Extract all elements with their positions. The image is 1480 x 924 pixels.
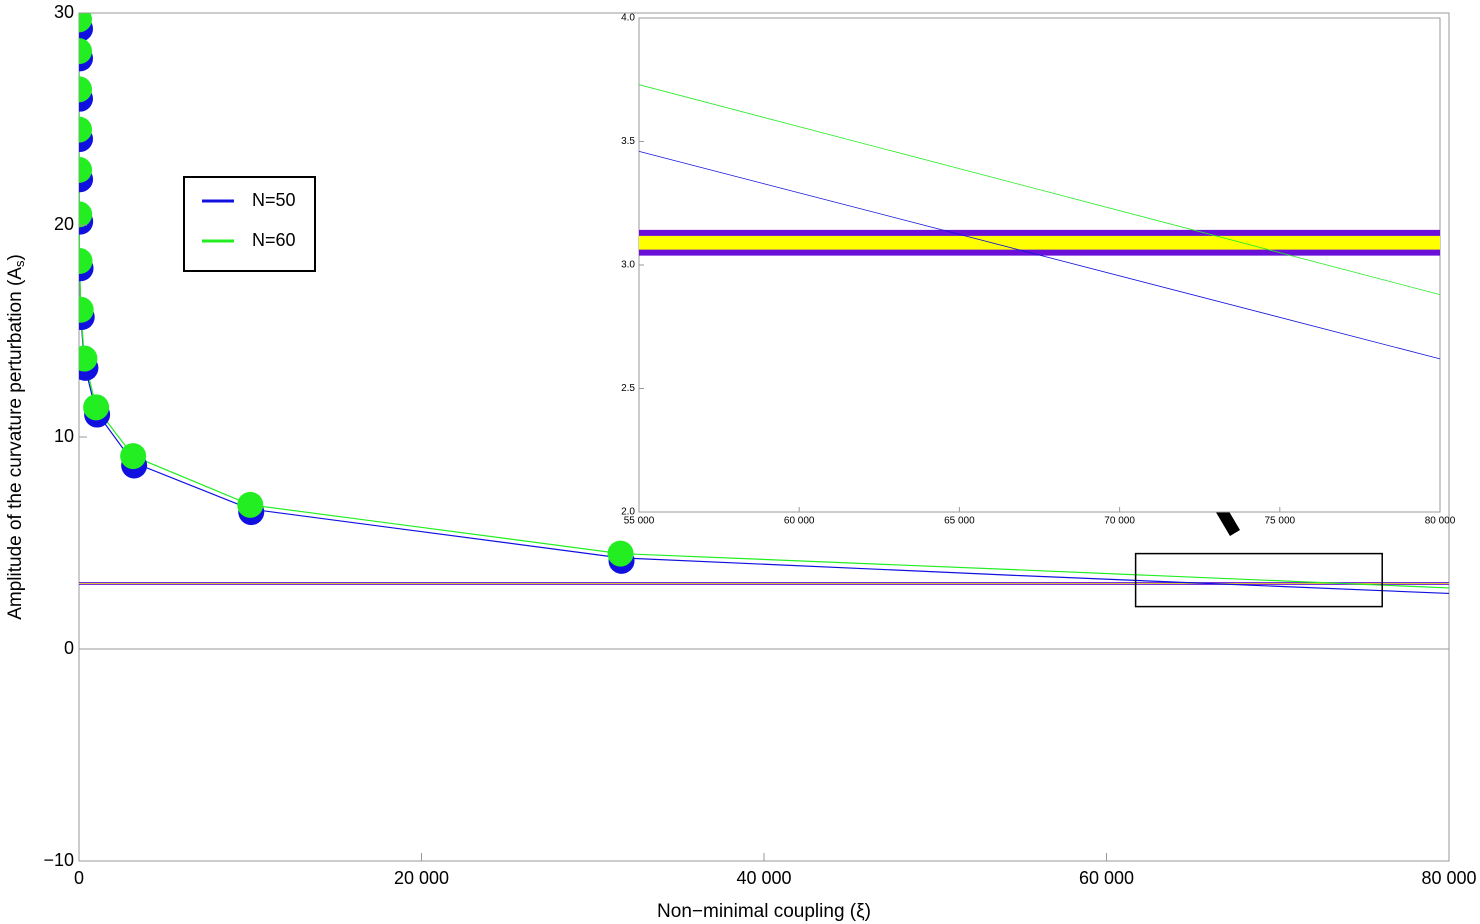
zoom-box — [1134, 552, 1383, 608]
marker — [79, 345, 98, 372]
marker — [83, 394, 110, 421]
main-plot — [79, 13, 1449, 650]
marker — [79, 201, 93, 228]
inset-y-tick-label: 3.5 — [621, 136, 635, 147]
inset-band-fill — [639, 232, 1440, 253]
inset-data — [639, 84, 1440, 360]
inset-x-tick-label: 60 000 — [784, 516, 815, 527]
y-axis-label-main: Amplitude of the curvature perturbation … — [5, 267, 26, 620]
x-tick-label: 20 000 — [394, 868, 449, 888]
marker — [237, 491, 264, 518]
marker — [607, 540, 634, 567]
y-tick-label: 0 — [64, 638, 74, 658]
inset-frame — [638, 17, 1441, 513]
y-tick-label: 10 — [54, 426, 74, 446]
x-tick-label: 60 000 — [1079, 868, 1134, 888]
legend-label: N=60 — [252, 230, 296, 250]
marker — [79, 248, 93, 275]
marker — [79, 38, 92, 65]
band-fill — [79, 582, 1449, 585]
legend-box — [183, 176, 316, 272]
inset-x-tick-label: 65 000 — [944, 516, 975, 527]
inset-y-tick-label: 4.0 — [621, 13, 635, 24]
inset-y-tick-label: 2.0 — [621, 507, 635, 518]
y-axis-label: Amplitude of the curvature perturbation … — [5, 254, 27, 620]
inset-series-line — [639, 84, 1440, 296]
y-axis-label-sub: s — [12, 260, 27, 267]
inset-x-tick-label: 55 000 — [624, 516, 655, 527]
marker — [120, 443, 147, 470]
inset-y-tick-label: 2.5 — [621, 383, 635, 394]
marker — [79, 156, 93, 183]
marker — [79, 76, 93, 103]
inset-plot: 55 000 60 000 65 000 70 000 75 000 80 000 2.0 2… — [621, 13, 1456, 527]
y-tick-label: 30 — [54, 2, 74, 22]
inset-x-tick-label: 70 000 — [1104, 516, 1135, 527]
x-tick-label: 80 000 — [1421, 868, 1476, 888]
marker — [79, 116, 93, 143]
marker — [79, 13, 92, 33]
inset-x-tick-label: 75 000 — [1265, 516, 1296, 527]
marker — [79, 296, 94, 323]
x-axis-label: Non−minimal coupling (ξ) — [657, 901, 871, 922]
x-tick-label: 40 000 — [736, 868, 791, 888]
inset-y-tick-label: 3.0 — [621, 260, 635, 271]
y-axis-label-end: ) — [5, 254, 26, 260]
inset-series-line — [639, 150, 1440, 360]
y-tick-label: −10 — [43, 850, 74, 870]
inset-x-tick-label: 80 000 — [1425, 516, 1456, 527]
y-tick-label: 20 — [54, 214, 74, 234]
x-tick-label: 0 — [74, 868, 84, 888]
legend-label: N=50 — [252, 190, 296, 210]
